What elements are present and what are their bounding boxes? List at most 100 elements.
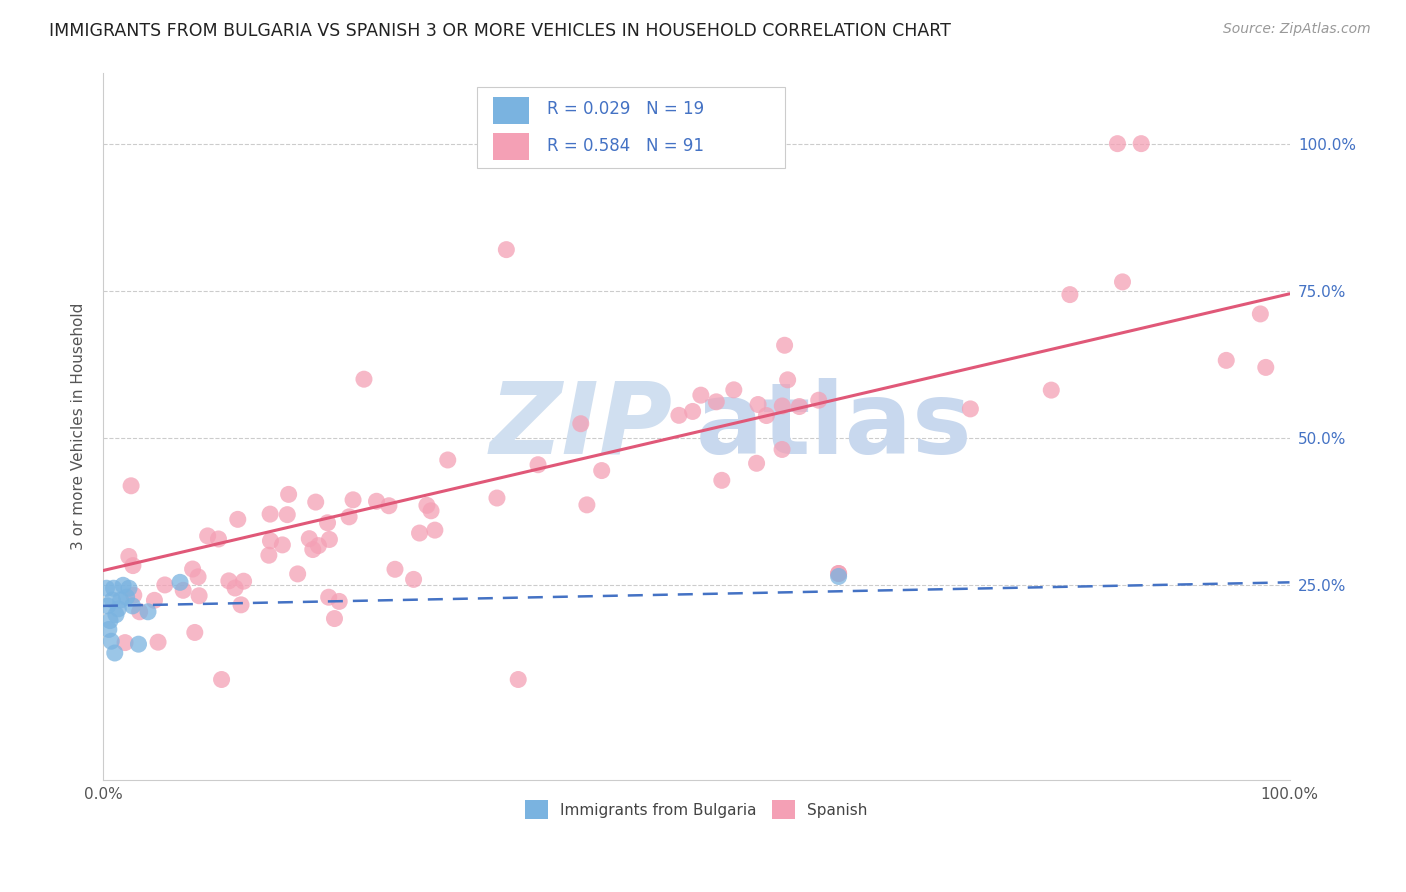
Point: [307, 539, 329, 553]
Text: IMMIGRANTS FROM BULGARIA VS SPANISH 3 OR MORE VEHICLES IN HOUSEHOLD CORRELATION : IMMIGRANTS FROM BULGARIA VS SPANISH 3 OR…: [49, 22, 950, 40]
Text: ZIP: ZIP: [489, 378, 672, 475]
Point: [1130, 136, 1153, 151]
Point: [187, 570, 209, 584]
Point: [495, 243, 517, 257]
Point: [104, 646, 127, 660]
Point: [527, 458, 550, 472]
Point: [97, 599, 120, 613]
Point: [107, 602, 129, 616]
Point: [689, 388, 711, 402]
FancyBboxPatch shape: [494, 134, 529, 161]
Point: [668, 409, 690, 423]
Point: [384, 562, 406, 576]
Point: [366, 494, 388, 508]
Point: [1249, 307, 1271, 321]
Point: [807, 393, 830, 408]
Point: [120, 479, 142, 493]
Point: [118, 581, 141, 595]
Point: [122, 558, 145, 573]
Point: [770, 399, 793, 413]
FancyBboxPatch shape: [494, 97, 529, 124]
Point: [301, 542, 323, 557]
Point: [408, 526, 430, 541]
Point: [416, 499, 439, 513]
Point: [169, 575, 191, 590]
Point: [114, 635, 136, 649]
Point: [181, 562, 204, 576]
Point: [197, 529, 219, 543]
Point: [353, 372, 375, 386]
Point: [770, 442, 793, 457]
Point: [378, 499, 401, 513]
Point: [218, 574, 240, 588]
Point: [959, 401, 981, 416]
Point: [103, 581, 125, 595]
Point: [118, 549, 141, 564]
Point: [827, 566, 849, 581]
Point: [271, 538, 294, 552]
Point: [259, 507, 281, 521]
Point: [773, 338, 796, 352]
Y-axis label: 3 or more Vehicles in Household: 3 or more Vehicles in Household: [72, 302, 86, 550]
Point: [485, 491, 508, 505]
Point: [789, 400, 811, 414]
Point: [98, 614, 121, 628]
Point: [224, 581, 246, 595]
Point: [101, 593, 124, 607]
Point: [710, 473, 733, 487]
Point: [318, 533, 340, 547]
Point: [277, 487, 299, 501]
Point: [128, 605, 150, 619]
Point: [704, 394, 727, 409]
Point: [287, 566, 309, 581]
Point: [318, 591, 340, 605]
Point: [1040, 383, 1063, 397]
Point: [316, 516, 339, 530]
Point: [110, 593, 132, 607]
Point: [104, 607, 127, 622]
Point: [591, 464, 613, 478]
Point: [276, 508, 298, 522]
Point: [259, 533, 281, 548]
Point: [1111, 275, 1133, 289]
Point: [402, 573, 425, 587]
Point: [747, 397, 769, 411]
Point: [257, 548, 280, 562]
Text: R = 0.029   N = 19: R = 0.029 N = 19: [547, 100, 704, 118]
Text: Source: ZipAtlas.com: Source: ZipAtlas.com: [1223, 22, 1371, 37]
Point: [136, 605, 159, 619]
FancyBboxPatch shape: [477, 87, 785, 169]
Point: [188, 589, 211, 603]
Text: R = 0.584   N = 91: R = 0.584 N = 91: [547, 136, 703, 154]
Point: [1107, 136, 1129, 151]
Point: [342, 492, 364, 507]
Point: [508, 673, 530, 687]
Text: atlas: atlas: [696, 378, 973, 475]
Point: [723, 383, 745, 397]
Point: [97, 623, 120, 637]
Point: [96, 581, 118, 595]
Point: [682, 404, 704, 418]
Point: [112, 578, 135, 592]
Point: [337, 509, 360, 524]
Point: [184, 625, 207, 640]
Point: [121, 599, 143, 613]
Point: [827, 566, 849, 581]
Point: [305, 495, 328, 509]
Point: [745, 456, 768, 470]
Point: [755, 409, 778, 423]
Point: [827, 569, 849, 583]
Point: [100, 634, 122, 648]
Point: [122, 588, 145, 602]
Point: [172, 583, 194, 598]
Point: [328, 594, 350, 608]
Point: [232, 574, 254, 589]
Point: [128, 637, 150, 651]
Point: [211, 673, 233, 687]
Legend: Immigrants from Bulgaria, Spanish: Immigrants from Bulgaria, Spanish: [519, 794, 873, 825]
Point: [153, 578, 176, 592]
Point: [146, 635, 169, 649]
Point: [776, 373, 799, 387]
Point: [420, 504, 443, 518]
Point: [423, 523, 446, 537]
